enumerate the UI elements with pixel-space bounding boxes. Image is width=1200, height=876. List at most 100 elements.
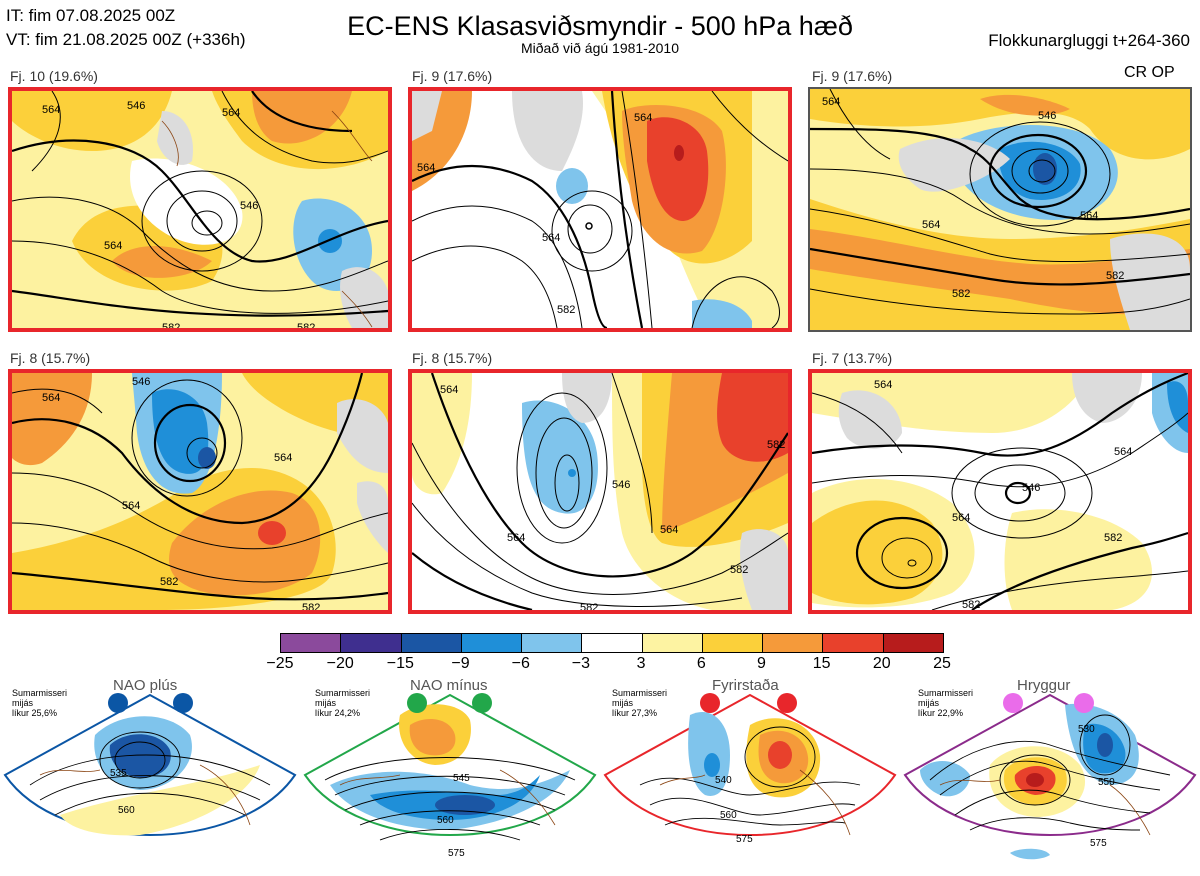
contour-label: 530 — [1078, 724, 1095, 735]
contour-label: 535 — [110, 768, 127, 779]
panel-3-label: Fj. 9 (17.6%) — [812, 68, 893, 84]
contour-label: 564 — [122, 500, 140, 512]
cluster-map-1: 564 546 564 546 564 582 582 — [8, 87, 392, 332]
contour-label: 582 — [162, 322, 180, 328]
colorbar-swatch — [702, 634, 764, 652]
colorbar-swatch — [763, 634, 824, 652]
regime-nao-plus: 535 560 — [0, 675, 300, 871]
panel-5-label: Fj. 8 (15.7%) — [412, 350, 493, 366]
colorbar-swatch — [883, 634, 943, 652]
contour-label: 564 — [822, 96, 840, 108]
contour-label: 564 — [874, 379, 892, 391]
page-title: EC-ENS Klasasviðsmyndir - 500 hPa hæð — [347, 11, 853, 41]
regime-note-nao-plus: Sumarmisseri mijás líkur 25,6% — [12, 688, 68, 718]
contour-label: 546 — [612, 479, 630, 491]
contour-label: 575 — [448, 848, 465, 859]
contour-label: 546 — [1022, 482, 1040, 494]
contour-label: 560 — [118, 805, 135, 816]
regime-ridge: 530 550 575 — [900, 675, 1200, 871]
panel-4-label: Fj. 8 (15.7%) — [10, 350, 91, 366]
regime-note-blocking: Sumarmisseri mijás líkur 27,3% — [612, 688, 668, 718]
contour-label: 582 — [952, 288, 970, 300]
regime-note-ridge: Sumarmisseri mijás líkur 22,9% — [918, 688, 974, 718]
valid-time: VT: fim 21.08.2025 00Z (+336h) — [6, 30, 246, 49]
cluster-window: Flokkunargluggi t+264-360 — [988, 31, 1190, 50]
regime-blocking: 540 560 575 — [600, 675, 900, 871]
colorbar-swatch — [401, 634, 462, 652]
contour-label: 546 — [132, 376, 150, 388]
panel-6-label: Fj. 7 (13.7%) — [812, 350, 893, 366]
colorbar-tick: −25 — [266, 655, 294, 672]
panel-1-label: Fj. 10 (19.6%) — [10, 68, 98, 84]
regime-note-nao-minus: Sumarmisseri mijás líkur 24,2% — [315, 688, 371, 718]
contour-label: 564 — [1114, 446, 1132, 458]
regime-title-ridge: Hryggur — [1017, 677, 1071, 694]
colorbar-swatch — [341, 634, 402, 652]
contour-label: 564 — [542, 232, 560, 244]
contour-label: 575 — [736, 834, 753, 845]
contour-label: 582 — [297, 322, 315, 328]
colorbar-swatch — [823, 634, 884, 652]
cluster-map-2: 564 564 564 582 — [408, 87, 792, 332]
contour-label: 564 — [417, 162, 435, 174]
contour-label: 582 — [730, 564, 748, 576]
cluster-map-5: 564 546 564 564 582 582 582 — [408, 369, 792, 614]
colorbar-tick: 15 — [812, 655, 831, 672]
anomaly-colorbar — [280, 633, 944, 653]
colorbar-tick: 20 — [872, 655, 891, 672]
contour-label: 540 — [715, 775, 732, 786]
colorbar-swatch — [522, 634, 583, 652]
regime-title-nao-plus: NAO plús — [113, 677, 178, 694]
contour-label: 582 — [302, 602, 320, 610]
colorbar-tick: 3 — [636, 655, 646, 672]
colorbar-swatch — [642, 634, 703, 652]
colorbar-swatch — [461, 634, 523, 652]
colorbar-tick: 9 — [757, 655, 766, 672]
cluster-map-6: 564 546 564 564 582 582 — [808, 369, 1192, 614]
contour-label: 582 — [1106, 270, 1124, 282]
colorbar-tick: 25 — [933, 655, 951, 672]
page-subtitle: Miðað við ágú 1981-2010 — [520, 40, 679, 56]
contour-label: 564 — [222, 107, 240, 119]
colorbar-tick: −15 — [386, 655, 414, 672]
contour-label: 564 — [42, 104, 60, 116]
colorbar-tick: −6 — [511, 655, 530, 672]
contour-label: 582 — [557, 304, 575, 316]
contour-label: 582 — [962, 599, 980, 610]
contour-label: 546 — [1038, 110, 1056, 122]
contour-label: 582 — [160, 576, 178, 588]
contour-label: 564 — [507, 532, 525, 544]
panel-2-label: Fj. 9 (17.6%) — [412, 68, 493, 84]
contour-label: 564 — [660, 524, 678, 536]
contour-label: 582 — [767, 439, 785, 451]
contour-label: 546 — [127, 100, 145, 112]
regime-nao-minus: 545 560 575 — [300, 675, 600, 871]
colorbar-swatch — [582, 634, 643, 652]
contour-label: 564 — [274, 452, 292, 464]
contour-label: 575 — [1090, 838, 1107, 849]
colorbar-tick: −3 — [571, 655, 591, 672]
contour-label: 564 — [952, 512, 970, 524]
contour-label: 582 — [580, 602, 598, 610]
contour-label: 564 — [922, 219, 940, 231]
regime-title-blocking: Fyrirstaða — [712, 677, 779, 694]
regime-title-nao-minus: NAO mínus — [410, 677, 488, 694]
contour-label: 564 — [634, 112, 652, 124]
colorbar-tick: 6 — [696, 655, 706, 672]
contour-label: 560 — [437, 815, 454, 826]
contour-label: 564 — [42, 392, 60, 404]
contour-label: 564 — [1080, 210, 1098, 222]
contour-label: 564 — [440, 384, 458, 396]
colorbar-tick: −9 — [451, 655, 470, 672]
init-time: IT: fim 07.08.2025 00Z — [6, 6, 176, 25]
control-run-badge: CR OP — [1124, 64, 1175, 81]
contour-label: 545 — [453, 773, 470, 784]
cluster-map-4: 564 546 564 564 582 582 — [8, 369, 392, 614]
cluster-map-3: 564 546 564 564 582 582 — [808, 87, 1192, 332]
colorbar-tick: −20 — [326, 655, 354, 672]
contour-label: 564 — [104, 240, 122, 252]
contour-label: 546 — [240, 200, 258, 212]
contour-label: 582 — [1104, 532, 1122, 544]
colorbar-swatch — [281, 634, 342, 652]
contour-label: 550 — [1098, 777, 1115, 788]
